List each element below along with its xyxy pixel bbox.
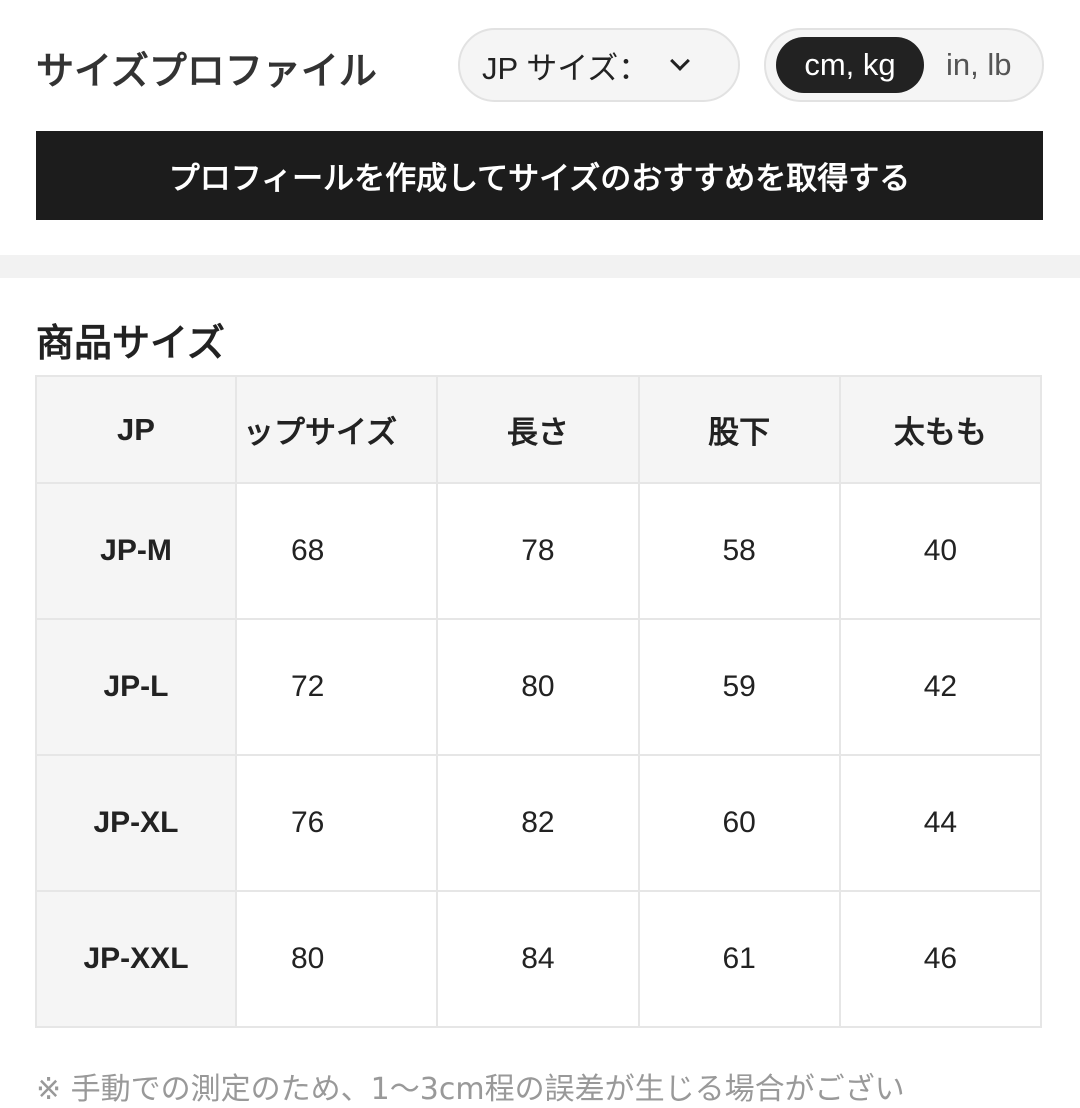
table-cell: 76: [234, 754, 439, 892]
chevron-down-icon: [670, 51, 691, 71]
table-row: JP-XL 76 82 60 44: [35, 754, 1043, 892]
table-cell: 44: [838, 754, 1043, 892]
table-cell: 59: [637, 618, 841, 756]
table-cell: 78: [436, 482, 640, 620]
table-cell: 61: [637, 890, 841, 1028]
section-divider: [0, 255, 1080, 278]
size-system-dropdown[interactable]: JP サイズ：: [458, 28, 740, 102]
table-cell: 80: [234, 890, 439, 1028]
table-cell: 84: [436, 890, 640, 1028]
table-cell: 46: [838, 890, 1043, 1028]
size-profile-title: サイズプロファイル: [36, 49, 377, 93]
size-table: JP ップサイズ 長さ 股下 太もも JP-M 68 78 58 40 JP-L…: [35, 375, 1043, 1028]
table-cell: 72: [234, 618, 439, 756]
size-label: JP-L: [35, 618, 237, 756]
table-cell: 82: [436, 754, 640, 892]
product-size-title: 商品サイズ: [36, 321, 225, 365]
unit-option-metric[interactable]: cm, kg: [776, 37, 924, 93]
table-header-row: JP ップサイズ 長さ 股下 太もも: [35, 375, 1043, 484]
size-system-label: JP サイズ：: [482, 50, 650, 86]
table-row: JP-L 72 80 59 42: [35, 618, 1043, 756]
size-label: JP-M: [35, 482, 237, 620]
column-header: 股下: [637, 375, 841, 484]
column-header: 長さ: [436, 375, 640, 484]
table-cell: 68: [234, 482, 439, 620]
column-header: JP: [35, 375, 237, 484]
table-row: JP-XXL 80 84 61 46: [35, 890, 1043, 1028]
table-row: JP-M 68 78 58 40: [35, 482, 1043, 620]
table-cell: 60: [637, 754, 841, 892]
table-cell: 80: [436, 618, 640, 756]
column-header: ップサイズ: [234, 375, 439, 484]
size-label: JP-XXL: [35, 890, 237, 1028]
table-cell: 42: [838, 618, 1043, 756]
table-cell: 40: [838, 482, 1043, 620]
size-label: JP-XL: [35, 754, 237, 892]
table-cell: 58: [637, 482, 841, 620]
column-header: 太もも: [838, 375, 1043, 484]
unit-toggle[interactable]: cm, kg in, lb: [764, 28, 1044, 102]
unit-option-imperial[interactable]: in, lb: [946, 47, 1012, 82]
create-profile-button[interactable]: プロフィールを作成してサイズのおすすめを取得する: [36, 131, 1043, 220]
measurement-note: ※ 手動での測定のため、1～3cm程の誤差が生じる場合がござい: [36, 1072, 905, 1107]
